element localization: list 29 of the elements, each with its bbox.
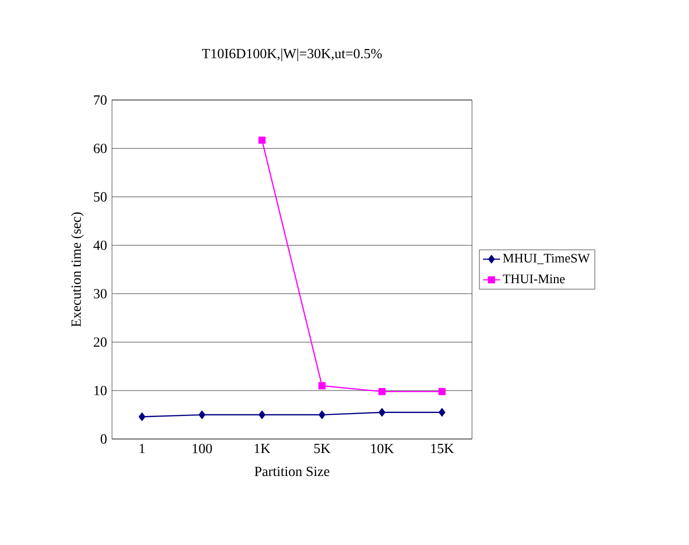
x-tick-label: 5K (314, 444, 330, 454)
y-tick-label: 40 (93, 240, 107, 250)
chart-title: T10I6D100K,|W|=30K,ut=0.5% (202, 48, 382, 62)
x-tick-label: 1K (254, 444, 270, 454)
x-tick-label: 100 (192, 444, 212, 454)
y-axis-title: Execution time (sec) (71, 212, 84, 327)
point (258, 136, 266, 144)
x-tick-label: 10K (371, 444, 394, 454)
x-tick-label: 1 (140, 444, 145, 454)
point (438, 388, 446, 396)
y-tick-label: 0 (100, 434, 107, 444)
point (318, 410, 326, 419)
point (378, 408, 386, 417)
x-tick-label: 15K (431, 444, 454, 454)
x-axis-title: Partition Size (254, 466, 330, 476)
y-tick-label: 60 (94, 144, 107, 154)
legend-label: MHUI_TimeSW (502, 254, 590, 264)
y-tick-label: 20 (94, 337, 107, 347)
point (318, 382, 326, 390)
legend-label: THUI-Mine (502, 274, 565, 284)
y-tick-label: 30 (94, 289, 107, 298)
point (258, 410, 266, 419)
y-tick-label: 50 (94, 192, 107, 202)
y-tick-label: 10 (94, 386, 107, 396)
point (138, 412, 146, 421)
y-tick-label: 70 (94, 95, 107, 105)
point (198, 410, 206, 419)
point (438, 408, 446, 417)
point (378, 388, 386, 396)
